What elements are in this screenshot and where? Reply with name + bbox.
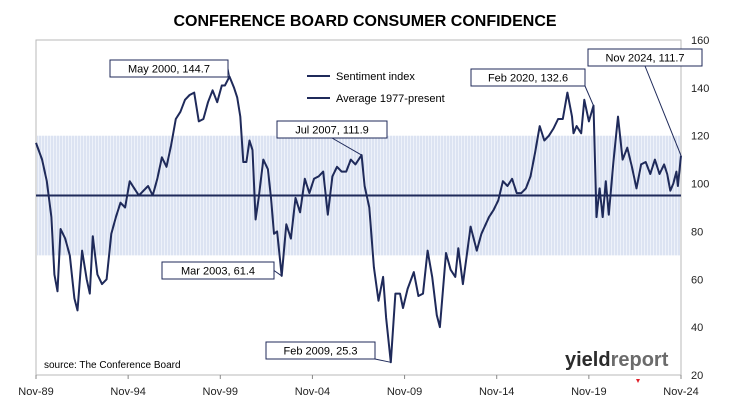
sentiment-index-line [35,75,682,364]
annotation-label: May 2000, 144.7 [128,64,210,76]
annotation-box [276,120,388,139]
svg-text:yieldreport: yieldreport [565,349,669,371]
annotation-box [109,59,229,78]
annotation-box [161,261,275,280]
y-tick-label: 40 [691,322,703,334]
annotation-callout: Mar 2003, 61.4 [161,261,283,280]
y-tick-label: 100 [691,179,709,191]
annotation-box [470,68,586,87]
annotation-leader [331,137,362,156]
annotation-callout: Jul 2007, 111.9 [276,120,388,156]
annotation-leader [644,65,682,156]
y-tick-label: 140 [691,83,709,95]
annotation-label: Nov 2024, 111.7 [605,53,684,65]
y-tick-label: 80 [691,226,703,238]
brand-name-part2: report [611,349,669,371]
source-note: source: The Conference Board [44,360,181,371]
annotation-callout: May 2000, 144.7 [109,59,230,78]
y-tick-label: 120 [691,131,709,143]
x-tick-label: Nov-94 [110,386,145,398]
annotation-callout: Feb 2020, 132.6 [470,68,594,106]
x-axis: Nov-89 Nov-94 Nov-99 Nov-04 Nov-09 Nov-14 Nov-… [18,375,699,398]
legend: Sentiment index Average 1977-present [307,71,445,105]
x-tick-label: Nov-99 [203,386,238,398]
x-tick-label: Nov-14 [479,386,514,398]
legend-label-average: Average 1977-present [336,93,445,105]
annotation-box [587,48,703,67]
chart-title: CONFERENCE BOARD CONSUMER CONFIDENCE [173,13,556,30]
annotation-leader [374,358,391,363]
x-tick-label: Nov-04 [295,386,330,398]
x-tick-label: Nov-89 [18,386,53,398]
annotation-label: Feb 2020, 132.6 [488,73,568,85]
brand-mark [636,379,640,383]
annotation-label: Feb 2009, 25.3 [283,346,357,358]
y-tick-label: 160 [691,35,709,47]
annotation-leader [273,270,283,277]
annotation-leader [584,85,594,106]
annotations: May 2000, 144.7 Mar 2003, 61.4 Jul 2007, 1… [109,48,703,363]
brand-logo: yieldreport [565,349,669,383]
x-tick-label: Nov-09 [387,386,422,398]
annotation-callout: Nov 2024, 111.7 [587,48,703,156]
annotation-callout: Feb 2009, 25.3 [265,341,391,363]
y-tick-label: 20 [691,370,703,382]
y-tick-label: 60 [691,274,703,286]
x-tick-label: Nov-24 [663,386,698,398]
x-tick-label: Nov-19 [571,386,606,398]
legend-label-sentiment: Sentiment index [336,71,415,83]
annotation-box [265,341,376,360]
annotation-label: Jul 2007, 111.9 [295,125,369,137]
annotation-label: Mar 2003, 61.4 [181,266,255,278]
brand-name-part1: yield [565,349,611,371]
y-axis: 20 40 60 80 100 120 140 160 [691,35,709,382]
